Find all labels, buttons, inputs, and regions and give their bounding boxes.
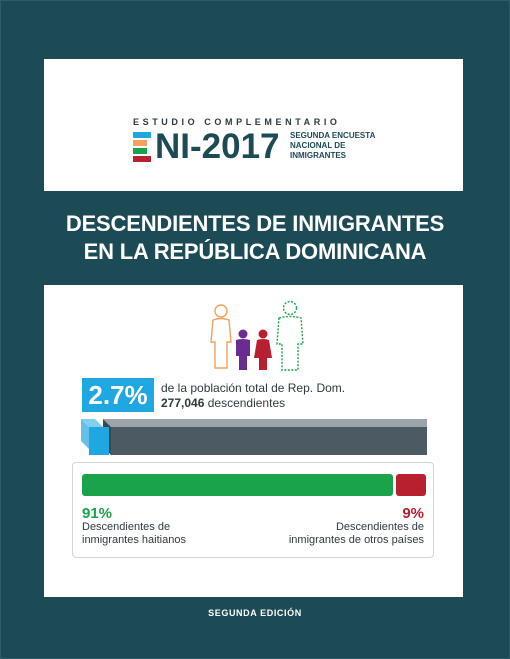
haitian-label: Descendientes de inmigrantes haitianos: [82, 521, 186, 547]
share-bar-top: [81, 419, 103, 427]
other-percent: 9%: [402, 505, 424, 522]
stat-description: de la población total de Rep. Dom.: [161, 381, 346, 395]
haitian-label-line-1: Descendientes de: [82, 521, 171, 533]
stat-count: 277,046 descendientes: [161, 396, 285, 410]
population-bar-top: [103, 419, 427, 427]
haitian-percent: 91%: [82, 505, 113, 522]
side-line-2: NACIONAL DE: [290, 141, 346, 150]
share-bar-side: [81, 419, 89, 449]
title-line-2: EN LA REPÚBLICA DOMINICANA: [83, 239, 427, 264]
stat-count-number: 277,046: [161, 396, 205, 410]
cover-title: DESCENDIENTES DE INMIGRANTES EN LA REPÚB…: [0, 210, 510, 266]
other-label-line-1: Descendientes de: [335, 521, 424, 533]
population-bar-front: [111, 427, 427, 455]
side-line-3: INMIGRANTES: [290, 151, 346, 160]
other-label-line-2: inmigrantes de otros países: [288, 534, 424, 546]
other-share-bar: [396, 474, 426, 496]
title-line-1: DESCENDIENTES DE INMIGRANTES: [65, 211, 445, 236]
stat-count-unit: descendientes: [204, 396, 286, 410]
haitian-share-bar: [82, 474, 393, 496]
family-icon: [210, 300, 304, 371]
girl-icon: [254, 329, 272, 370]
population-share-bar: [81, 419, 427, 455]
percent-badge: 2.7%: [82, 378, 154, 412]
eni-brand-text: NI-2017: [155, 127, 280, 166]
side-line-1: SEGUNDA ENCUESTA: [290, 131, 376, 140]
woman-icon: [210, 304, 232, 369]
share-bar-front: [89, 427, 109, 455]
eni-side-text: SEGUNDA ENCUESTA NACIONAL DE INMIGRANTES: [290, 131, 375, 161]
study-subtitle: ESTUDIO COMPLEMENTARIO: [133, 117, 341, 127]
other-label: Descendientes de inmigrantes de otros pa…: [289, 521, 424, 547]
haitian-label-line-2: inmigrantes haitianos: [82, 534, 186, 546]
logo-box: [44, 59, 463, 191]
man-icon: [276, 300, 304, 371]
e-logo-icon: [133, 132, 151, 162]
edition-label: SEGUNDA EDICIÓN: [208, 608, 302, 618]
boy-icon: [236, 329, 250, 370]
